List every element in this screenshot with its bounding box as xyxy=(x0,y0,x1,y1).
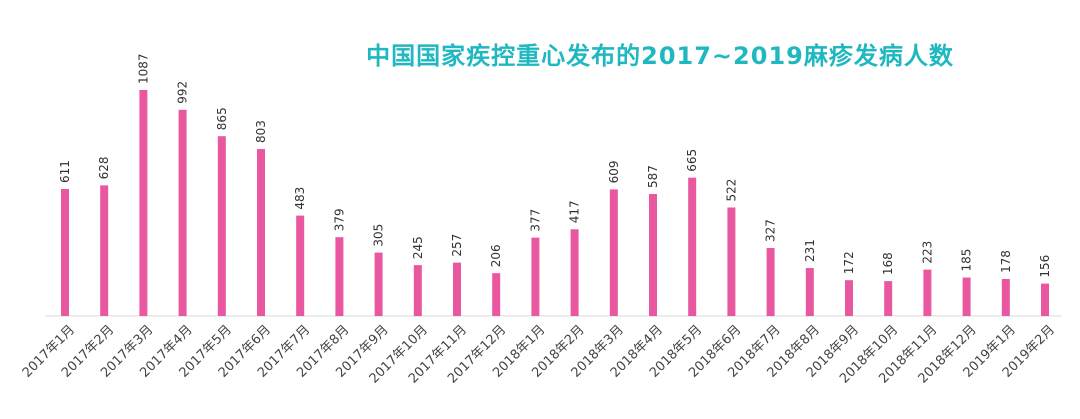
chart-title: 中国国家疾控重心发布的2017~2019麻疹发病人数 xyxy=(366,42,954,70)
value-label-9: 305 xyxy=(372,224,386,247)
value-label-19: 327 xyxy=(764,219,778,242)
value-label-11: 257 xyxy=(450,234,464,257)
bar-2 xyxy=(100,185,109,316)
bars-layer xyxy=(61,90,1049,316)
bar-4 xyxy=(178,109,187,316)
bar-18 xyxy=(727,207,736,316)
value-label-18: 522 xyxy=(724,179,738,202)
value-label-2: 628 xyxy=(97,156,111,179)
value-label-7: 483 xyxy=(293,187,307,210)
bar-15 xyxy=(609,189,618,316)
bar-16 xyxy=(649,194,657,316)
bar-19 xyxy=(766,248,775,316)
value-label-13: 377 xyxy=(528,209,542,232)
value-label-4: 992 xyxy=(176,81,190,104)
value-label-1: 611 xyxy=(58,160,72,183)
bar-3 xyxy=(139,90,148,316)
bar-1 xyxy=(61,189,69,316)
bar-5 xyxy=(217,136,226,316)
value-label-10: 245 xyxy=(411,236,425,259)
value-label-16: 587 xyxy=(646,165,660,188)
bar-20 xyxy=(805,268,814,316)
bar-7 xyxy=(296,215,305,316)
category-labels-layer: 2017年1月2017年2月2017年3月2017年4月2017年5月2017年… xyxy=(20,322,1058,386)
bar-10 xyxy=(413,265,422,316)
bar-6 xyxy=(257,149,265,316)
bar-22 xyxy=(884,281,893,316)
bar-17 xyxy=(688,177,697,316)
value-label-6: 803 xyxy=(254,120,268,143)
value-label-5: 865 xyxy=(215,107,229,130)
bar-24 xyxy=(962,277,971,316)
value-label-21: 172 xyxy=(842,251,856,274)
bar-21 xyxy=(845,280,853,316)
value-label-24: 185 xyxy=(960,249,974,272)
value-labels-layer: 611 628 1087 992 865 803 483 379 305 245 257 206 377… xyxy=(58,53,1052,277)
value-label-12: 206 xyxy=(489,244,503,267)
value-label-23: 223 xyxy=(920,241,934,264)
bar-23 xyxy=(923,269,932,316)
value-label-25: 178 xyxy=(999,250,1013,273)
bar-13 xyxy=(531,237,540,316)
value-label-15: 609 xyxy=(607,160,621,183)
bar-11 xyxy=(453,262,461,316)
value-label-17: 665 xyxy=(685,149,699,172)
value-label-3: 1087 xyxy=(136,53,150,84)
bar-25 xyxy=(1001,279,1010,316)
value-label-8: 379 xyxy=(332,208,346,231)
bar-12 xyxy=(492,273,501,316)
value-label-20: 231 xyxy=(803,239,817,262)
bar-26 xyxy=(1041,283,1049,316)
value-label-26: 156 xyxy=(1038,255,1052,278)
value-label-14: 417 xyxy=(568,200,582,223)
value-label-22: 168 xyxy=(881,252,895,275)
bar-9 xyxy=(374,252,383,316)
bar-14 xyxy=(570,229,579,316)
bar-8 xyxy=(335,237,344,316)
